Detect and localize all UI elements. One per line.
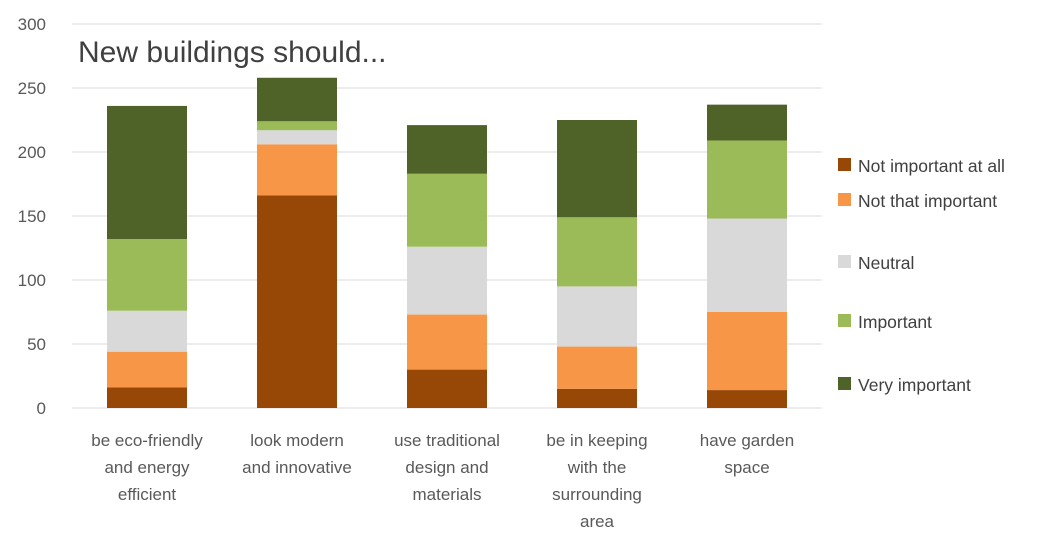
x-category-label: be eco-friendly and energy efficient [91,431,203,504]
legend-swatch [838,377,851,390]
bar-segment [257,121,337,131]
x-category-label: be in keeping with the surrounding area [546,431,647,531]
x-category-label: use traditional design and materials [394,431,500,504]
bar-segment [557,286,637,347]
bar-segment [407,369,487,408]
bar-segment [557,217,637,287]
bar-segment [257,195,337,408]
legend-swatch [838,158,851,171]
x-category-label: have garden space [700,431,795,477]
legend-swatch [838,193,851,206]
bar-segment [257,130,337,145]
bar-segment [107,239,187,311]
bars [107,77,787,408]
bar-segment [707,312,787,391]
bar-segment [257,77,337,122]
y-tick-label: 50 [27,335,46,354]
y-axis-ticks: 0 50 100 150 200 250 300 [18,15,46,418]
y-tick-label: 150 [18,207,46,226]
y-tick-label: 0 [37,399,46,418]
bar-segment [107,310,187,352]
bar-segment [707,390,787,408]
legend-label: Very important [858,375,971,395]
x-category-label: look modern and innovative [242,431,352,477]
bar-segment [557,120,637,218]
bar-segment [407,314,487,370]
bar-segment [557,346,637,389]
y-tick-label: 200 [18,143,46,162]
legend-label: Important [858,312,932,332]
x-axis-categories: be eco-friendly and energy efficient look m… [91,431,794,531]
bar-segment [257,144,337,196]
chart-title: New buildings should... [78,36,387,69]
bar-segment [407,173,487,247]
legend-label: Not important at all [858,156,1005,176]
legend-swatch [838,314,851,327]
y-tick-label: 300 [18,15,46,34]
bar-segment [407,125,487,174]
bar-segment [707,218,787,312]
legend-label: Neutral [858,253,914,273]
bar-segment [407,246,487,315]
bar-segment [107,351,187,388]
y-tick-label: 100 [18,271,46,290]
legend-label: Not that important [858,191,997,211]
y-tick-label: 250 [18,79,46,98]
bar-segment [107,105,187,240]
legend: Not important at all Not that important Ne… [838,156,1005,395]
bar-segment [557,388,637,408]
legend-swatch [838,255,851,268]
bar-segment [707,104,787,141]
bar-segment [107,387,187,408]
bar-segment [707,140,787,219]
